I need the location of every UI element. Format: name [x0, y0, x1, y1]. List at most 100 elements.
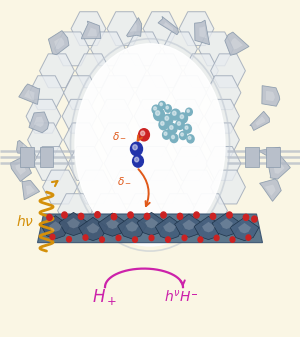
Circle shape: [170, 126, 173, 129]
Circle shape: [62, 212, 67, 218]
Polygon shape: [163, 32, 197, 66]
Polygon shape: [81, 21, 101, 39]
Circle shape: [130, 142, 142, 156]
Polygon shape: [79, 217, 107, 241]
Circle shape: [178, 113, 188, 123]
Polygon shape: [62, 99, 97, 133]
Circle shape: [166, 106, 168, 109]
Circle shape: [177, 122, 181, 125]
Polygon shape: [91, 32, 125, 66]
Circle shape: [188, 136, 191, 140]
Polygon shape: [206, 76, 241, 110]
Polygon shape: [55, 32, 89, 66]
Polygon shape: [268, 155, 290, 179]
Circle shape: [252, 216, 257, 222]
Polygon shape: [195, 20, 210, 45]
Polygon shape: [43, 170, 77, 204]
Polygon shape: [58, 194, 92, 227]
Circle shape: [161, 212, 166, 218]
Circle shape: [166, 237, 170, 242]
Polygon shape: [181, 170, 215, 204]
Polygon shape: [184, 54, 218, 88]
Polygon shape: [107, 12, 142, 45]
Circle shape: [187, 135, 194, 143]
Circle shape: [133, 237, 137, 242]
Polygon shape: [255, 116, 265, 126]
Polygon shape: [129, 22, 137, 32]
Circle shape: [159, 120, 168, 130]
Polygon shape: [143, 12, 178, 45]
Bar: [245, 147, 259, 167]
Circle shape: [47, 214, 52, 220]
Polygon shape: [40, 54, 74, 88]
Polygon shape: [29, 76, 64, 110]
Circle shape: [172, 111, 176, 115]
Polygon shape: [48, 31, 69, 55]
Circle shape: [246, 235, 251, 240]
Polygon shape: [199, 26, 207, 38]
Polygon shape: [127, 18, 142, 37]
Polygon shape: [26, 99, 61, 133]
Polygon shape: [194, 216, 223, 240]
Circle shape: [210, 213, 216, 219]
Polygon shape: [173, 147, 208, 180]
Polygon shape: [76, 54, 110, 88]
Circle shape: [243, 214, 249, 220]
Circle shape: [177, 213, 183, 219]
Polygon shape: [19, 84, 40, 104]
Circle shape: [171, 109, 180, 120]
Circle shape: [149, 235, 154, 241]
Polygon shape: [86, 223, 100, 234]
Bar: [266, 147, 280, 167]
Circle shape: [139, 129, 149, 141]
Circle shape: [164, 132, 167, 135]
Polygon shape: [22, 181, 40, 200]
Polygon shape: [38, 214, 262, 243]
Circle shape: [179, 131, 187, 140]
Polygon shape: [273, 162, 285, 174]
Polygon shape: [205, 123, 239, 157]
Circle shape: [128, 212, 133, 218]
Circle shape: [227, 212, 232, 218]
Polygon shape: [28, 123, 62, 157]
Polygon shape: [26, 185, 35, 195]
Polygon shape: [68, 147, 103, 180]
Polygon shape: [146, 170, 181, 204]
Polygon shape: [139, 147, 173, 180]
Circle shape: [185, 126, 188, 129]
Polygon shape: [98, 213, 127, 236]
Polygon shape: [127, 32, 161, 66]
Polygon shape: [137, 212, 166, 236]
Text: $\delta_-$: $\delta_-$: [117, 176, 132, 186]
Circle shape: [83, 235, 88, 240]
Polygon shape: [41, 216, 70, 239]
Polygon shape: [29, 112, 49, 133]
Circle shape: [78, 213, 84, 219]
Circle shape: [181, 133, 184, 136]
Polygon shape: [158, 17, 178, 35]
Polygon shape: [231, 38, 243, 50]
Polygon shape: [175, 214, 203, 237]
Polygon shape: [260, 179, 281, 201]
Polygon shape: [34, 147, 68, 180]
Circle shape: [100, 237, 104, 242]
Polygon shape: [15, 162, 26, 175]
Polygon shape: [34, 117, 44, 127]
Polygon shape: [211, 170, 245, 204]
Polygon shape: [64, 123, 98, 157]
Circle shape: [135, 157, 139, 162]
Circle shape: [198, 237, 203, 242]
Polygon shape: [112, 170, 146, 204]
Circle shape: [165, 116, 169, 120]
Polygon shape: [225, 32, 249, 55]
Polygon shape: [136, 123, 170, 157]
Polygon shape: [67, 218, 80, 228]
Circle shape: [172, 135, 175, 139]
Polygon shape: [104, 147, 139, 180]
Circle shape: [186, 108, 192, 116]
Polygon shape: [172, 76, 206, 110]
Polygon shape: [49, 221, 62, 232]
Circle shape: [156, 111, 160, 115]
Text: $H_+$: $H_+$: [92, 286, 118, 307]
Circle shape: [161, 122, 164, 125]
